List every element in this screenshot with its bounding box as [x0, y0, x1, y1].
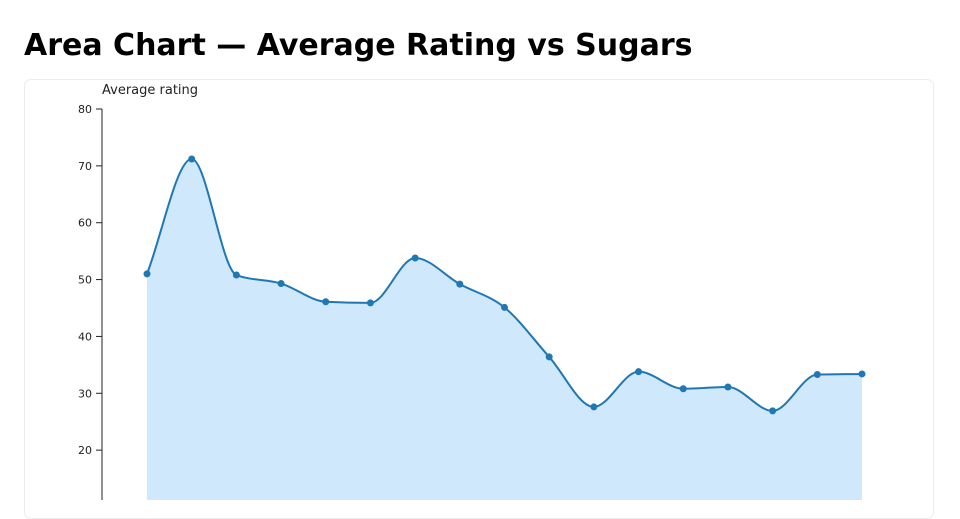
data-point[interactable]	[545, 353, 553, 361]
data-point[interactable]	[635, 368, 643, 376]
data-point[interactable]	[813, 371, 821, 379]
data-point[interactable]	[858, 370, 866, 378]
data-point[interactable]	[232, 271, 240, 279]
data-points	[143, 155, 866, 415]
data-point[interactable]	[411, 254, 419, 262]
data-point[interactable]	[769, 407, 777, 415]
data-point[interactable]	[322, 298, 330, 306]
data-point[interactable]	[590, 403, 598, 411]
data-point[interactable]	[277, 280, 285, 288]
data-point[interactable]	[366, 299, 374, 307]
y-tick-label: 40	[78, 330, 92, 343]
y-axis: 20 30 40 50 60 70 80	[78, 103, 103, 500]
data-point[interactable]	[143, 270, 151, 278]
data-point[interactable]	[679, 385, 687, 393]
data-point[interactable]	[501, 303, 508, 311]
y-tick-label: 60	[78, 217, 92, 230]
y-tick-label: 20	[78, 444, 92, 457]
data-point[interactable]	[188, 155, 196, 163]
area-fill	[147, 159, 862, 500]
y-tick-label: 30	[78, 387, 92, 400]
y-tick-label: 80	[78, 103, 92, 116]
page-title: Area Chart — Average Rating vs Sugars	[24, 28, 693, 63]
data-point[interactable]	[724, 383, 732, 391]
y-axis-title: Average rating	[102, 83, 198, 98]
y-tick-label: 50	[78, 274, 92, 287]
data-point[interactable]	[456, 280, 464, 288]
area-chart: 20 30 40 50 60 70 80 Average rating	[78, 83, 866, 500]
y-tick-label: 70	[78, 160, 92, 173]
